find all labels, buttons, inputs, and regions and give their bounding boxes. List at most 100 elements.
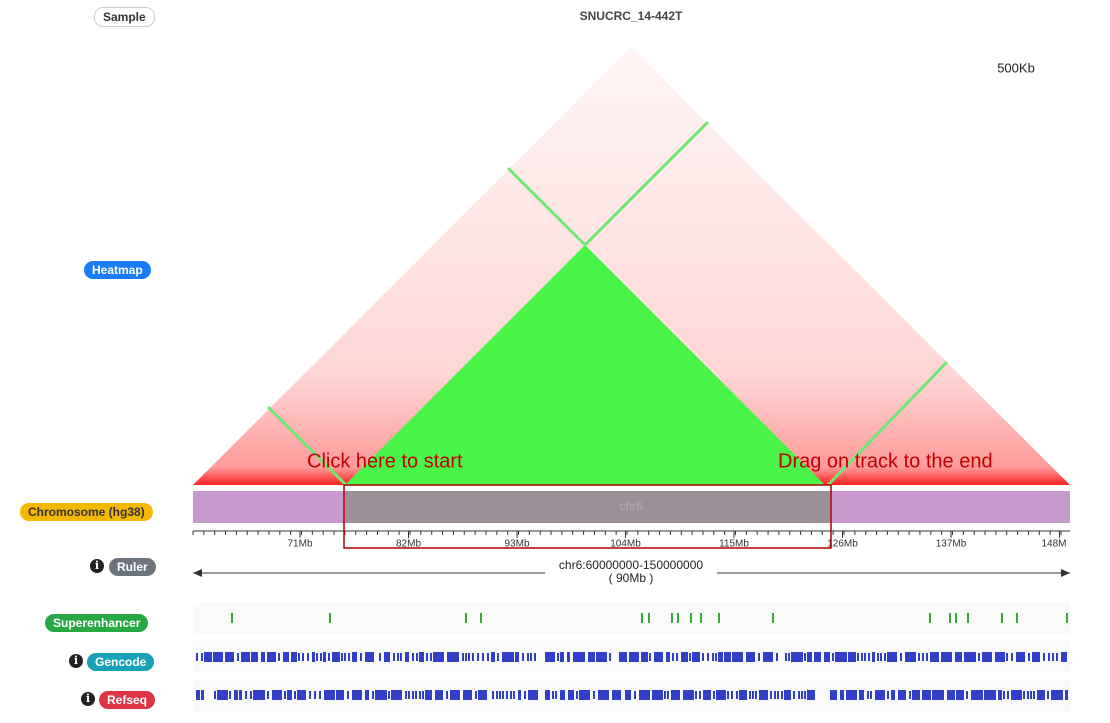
gencode-feature	[397, 653, 399, 661]
gencode-feature	[291, 652, 297, 662]
gencode-feature	[1056, 653, 1058, 661]
gencode-feature	[341, 653, 343, 661]
gencode-feature	[926, 653, 928, 661]
refseq-feature	[652, 690, 663, 700]
gencode-feature	[857, 653, 859, 661]
gencode-feature	[557, 653, 559, 661]
refseq-feature	[492, 691, 494, 699]
refseq-feature	[1051, 690, 1063, 700]
refseq-feature	[297, 690, 306, 700]
refseq-feature	[1007, 691, 1009, 699]
refseq-feature	[699, 691, 701, 699]
refseq-feature	[875, 690, 885, 700]
gencode-feature	[384, 652, 390, 662]
gencode-feature	[419, 652, 424, 662]
refseq-feature	[450, 690, 460, 700]
refseq-feature	[671, 690, 680, 700]
refseq-feature	[524, 691, 526, 699]
refseq-feature	[922, 690, 931, 700]
resolution-label: 500Kb	[997, 60, 1035, 75]
gencode-feature	[283, 652, 289, 662]
refseq-feature	[846, 690, 857, 700]
refseq-feature	[217, 690, 228, 700]
gencode-feature	[560, 652, 564, 662]
gencode-feature	[712, 653, 714, 661]
gencode-feature	[758, 653, 760, 661]
superenhancer-feature	[967, 613, 969, 623]
refseq-feature	[801, 691, 803, 699]
gencode-badge: Gencode	[87, 653, 155, 671]
superenhancer-feature	[671, 613, 673, 623]
refseq-feature	[415, 691, 417, 699]
selection-box	[343, 484, 832, 549]
gencode-feature	[955, 652, 962, 662]
refseq-feature	[294, 691, 296, 699]
refseq-feature	[513, 691, 515, 699]
superenhancer-feature	[955, 613, 957, 623]
info-icon[interactable]: i	[90, 559, 104, 573]
superenhancer-feature	[690, 613, 692, 623]
gencode-feature	[323, 652, 326, 662]
selection-lines	[266, 120, 949, 487]
gencode-feature	[868, 653, 870, 661]
span-label: ( 90Mb )	[609, 571, 654, 585]
gencode-feature	[861, 653, 863, 661]
gencode-feature	[567, 652, 570, 662]
refseq-feature	[347, 691, 349, 699]
gencode-feature	[649, 653, 651, 661]
info-icon[interactable]: i	[69, 654, 83, 668]
refseq-feature	[625, 690, 631, 700]
gencode-feature	[689, 653, 691, 661]
refseq-feature	[667, 691, 669, 699]
refseq-feature	[731, 691, 733, 699]
sample-name: SNUCRC_14-442T	[580, 9, 683, 23]
refseq-feature	[372, 691, 374, 699]
refseq-feature	[552, 691, 554, 699]
ruler-tick-label: 104Mb	[610, 539, 641, 550]
gencode-feature	[278, 653, 280, 661]
gencode-feature	[225, 652, 234, 662]
refseq-feature	[1027, 691, 1029, 699]
gencode-feature	[261, 652, 265, 662]
superenhancer-track[interactable]	[193, 602, 1070, 634]
gencode-feature	[534, 653, 536, 661]
gencode-feature	[251, 652, 258, 662]
gencode-feature	[433, 652, 444, 662]
refseq-feature	[947, 690, 955, 700]
refseq-feature	[804, 691, 806, 699]
refseq-feature	[324, 690, 335, 700]
gencode-feature	[352, 652, 357, 662]
info-icon[interactable]: i	[81, 692, 95, 706]
refseq-feature	[755, 691, 757, 699]
gencode-feature	[964, 652, 976, 662]
gencode-feature	[654, 652, 663, 662]
refseq-feature	[475, 691, 477, 699]
gencode-feature	[400, 653, 402, 661]
gencode-feature	[707, 653, 709, 661]
refseq-feature	[425, 690, 432, 700]
gencode-feature	[1016, 652, 1025, 662]
refseq-feature	[870, 691, 872, 699]
refseq-feature	[272, 690, 282, 700]
gencode-feature	[982, 652, 992, 662]
gencode-feature	[788, 653, 790, 661]
gencode-feature	[497, 653, 499, 661]
gencode-feature	[824, 652, 830, 662]
refseq-feature	[478, 690, 487, 700]
gencode-feature	[462, 653, 464, 661]
gencode-feature	[545, 652, 555, 662]
refseq-feature	[909, 691, 911, 699]
refseq-feature	[314, 691, 316, 699]
gencode-feature	[1006, 653, 1008, 661]
refseq-feature	[336, 690, 344, 700]
superenhancer-feature	[772, 613, 774, 623]
gencode-feature	[527, 653, 529, 661]
refseq-feature	[422, 691, 424, 699]
gencode-feature	[732, 652, 743, 662]
refseq-feature	[250, 691, 252, 699]
chromosome-name: chr6	[619, 499, 643, 513]
gencode-feature	[995, 652, 1005, 662]
refseq-feature	[388, 691, 390, 699]
gencode-feature	[835, 652, 847, 662]
